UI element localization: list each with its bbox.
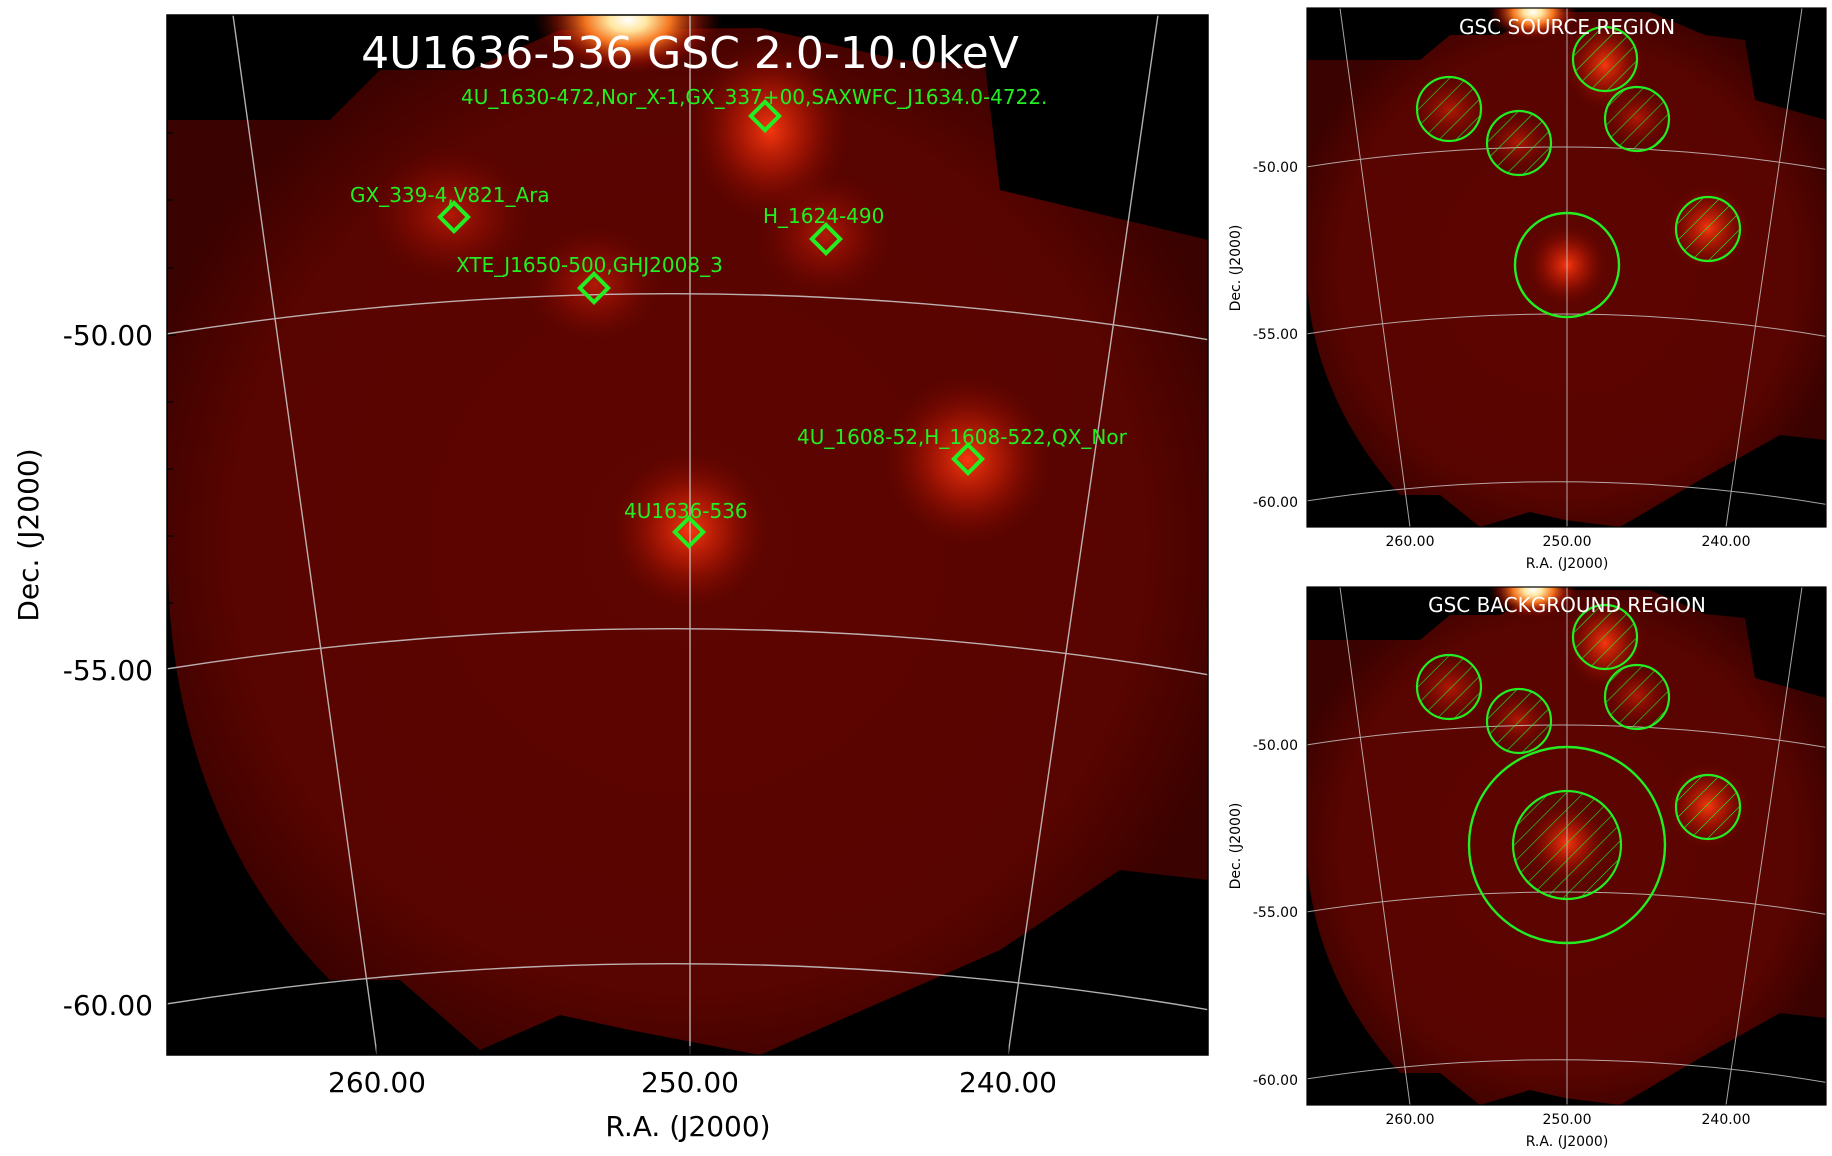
exclusion-circle xyxy=(1603,663,1671,731)
main-tick-labels: -50.00 -55.00 -60.00 260.00 250.00 240.0… xyxy=(63,319,1057,1099)
source-extraction-circle xyxy=(1513,211,1621,319)
source-y-axis-label: Dec. (J2000) xyxy=(1228,225,1244,312)
y-tick-label: -55.00 xyxy=(1253,905,1298,921)
source-label: 4U_1608-52,H_1608-522,QX_Nor xyxy=(797,425,1128,449)
exclusion-circle xyxy=(1485,109,1553,177)
main-source-markers xyxy=(437,99,985,549)
source-label: GX_339-4,V821_Ara xyxy=(350,183,550,207)
glow-top-bright xyxy=(533,15,723,75)
source-tick-labels: -50.00 -55.00 -60.00 260.00 250.00 240.0… xyxy=(1253,160,1751,550)
glow-xte1650 xyxy=(525,225,665,345)
x-tick-label: 250.00 xyxy=(1543,1112,1592,1128)
glow-h1624 xyxy=(755,170,895,300)
source-marker xyxy=(809,222,843,256)
y-tick-label: -55.00 xyxy=(63,654,153,687)
exclusion-circle xyxy=(1674,195,1742,263)
x-tick-label: 240.00 xyxy=(1702,1112,1751,1128)
x-tick-label: 260.00 xyxy=(328,1066,426,1099)
background-plot-frame xyxy=(1306,586,1827,1106)
glow-top-bright xyxy=(1488,8,1578,40)
x-tick-label: 240.00 xyxy=(1702,534,1751,550)
source-marker xyxy=(437,200,471,234)
main-x-axis-label: R.A. (J2000) xyxy=(605,1110,770,1143)
glow-gx339 xyxy=(365,145,535,285)
x-tick-label: 260.00 xyxy=(1386,1112,1435,1128)
x-tick-label: 240.00 xyxy=(959,1066,1057,1099)
main-panel: 4U1636-536 GSC 2.0-10.0keV 4U_1630-472,N… xyxy=(12,14,1209,1143)
source-marker xyxy=(672,515,706,549)
background-tick-labels: -50.00 -55.00 -60.00 260.00 250.00 240.0… xyxy=(1253,738,1751,1128)
x-tick-label: 250.00 xyxy=(1543,534,1592,550)
y-tick-label: -55.00 xyxy=(1253,327,1298,343)
source-label: XTE_J1650-500,GHJ2008_3 xyxy=(456,253,723,277)
background-x-axis-label: R.A. (J2000) xyxy=(1526,1134,1609,1150)
main-plot-frame xyxy=(166,14,1209,1056)
y-tick-label: -60.00 xyxy=(63,989,153,1022)
source-label: H_1624-490 xyxy=(763,204,884,228)
background-exclusion-circles xyxy=(1415,603,1742,901)
exclusion-circle xyxy=(1485,687,1553,755)
background-y-axis-label: Dec. (J2000) xyxy=(1228,803,1244,890)
y-tick-label: -60.00 xyxy=(1253,1073,1298,1089)
x-tick-label: 250.00 xyxy=(641,1066,739,1099)
y-tick-label: -50.00 xyxy=(63,319,153,352)
glow-top-bright xyxy=(1488,587,1578,618)
exclusion-circle xyxy=(1415,653,1483,721)
source-marker xyxy=(951,442,985,476)
main-title: 4U1636-536 GSC 2.0-10.0keV xyxy=(361,28,1019,79)
main-source-labels: 4U_1630-472,Nor_X-1,GX_337+00,SAXWFC_J16… xyxy=(350,85,1128,523)
exclusion-circle xyxy=(1674,773,1742,841)
main-coordinate-grid xyxy=(167,15,1208,1055)
background-annulus-outer xyxy=(1467,745,1667,945)
source-coordinate-grid xyxy=(1307,8,1826,527)
source-exclusion-circles xyxy=(1415,25,1742,263)
background-panel-title: GSC BACKGROUND REGION xyxy=(1428,593,1706,617)
y-tick-label: -50.00 xyxy=(1253,160,1298,176)
source-region-panel: GSC SOURCE REGION -50.00 -55.00 -60.00 2… xyxy=(1228,7,1827,572)
source-x-axis-label: R.A. (J2000) xyxy=(1526,556,1609,572)
exclusion-circle xyxy=(1571,603,1639,671)
source-marker xyxy=(577,271,611,305)
source-label: 4U1636-536 xyxy=(624,499,748,523)
source-label: 4U_1630-472,Nor_X-1,GX_337+00,SAXWFC_J16… xyxy=(461,85,1047,109)
main-y-axis-label: Dec. (J2000) xyxy=(12,448,45,621)
exclusion-circle xyxy=(1603,85,1671,153)
x-tick-label: 260.00 xyxy=(1386,534,1435,550)
source-panel-title: GSC SOURCE REGION xyxy=(1459,15,1675,39)
source-marker xyxy=(748,99,782,133)
background-region-panel: GSC BACKGROUND REGION -50.00 -55.00 -60.… xyxy=(1228,586,1827,1150)
glow-4u1608 xyxy=(883,375,1053,545)
y-tick-label: -50.00 xyxy=(1253,738,1298,754)
y-tick-label: -60.00 xyxy=(1253,495,1298,511)
main-minor-ticks xyxy=(167,64,1009,1055)
exclusion-circle xyxy=(1511,789,1623,901)
source-plot-frame xyxy=(1306,7,1827,528)
exclusion-circle xyxy=(1571,25,1639,93)
exclusion-circle xyxy=(1415,75,1483,143)
